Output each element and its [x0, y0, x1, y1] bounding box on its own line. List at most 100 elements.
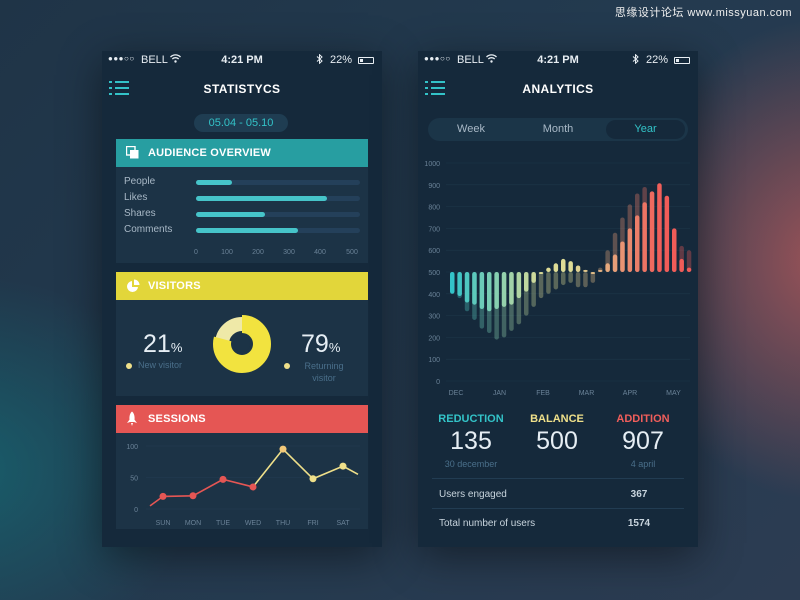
clock: 4:21 PM — [537, 54, 579, 66]
shadow-bar — [553, 272, 559, 290]
period-segmented-control: Week Month Year — [428, 118, 688, 141]
bar-label-comments: Comments — [124, 224, 173, 235]
data-bar — [524, 272, 529, 292]
sessions-line-red — [149, 478, 254, 507]
data-bar — [672, 228, 677, 272]
data-bar — [561, 258, 566, 272]
battery-icon — [358, 57, 374, 64]
row-value: 1574 — [627, 518, 651, 529]
x-tick-label: FRI — [307, 520, 318, 527]
date-range-selector[interactable]: 05.04 - 05.10 — [194, 114, 288, 132]
y-tick-label: 600 — [428, 248, 440, 255]
tab-week[interactable]: Week — [457, 123, 485, 135]
x-tick-label: FEB — [536, 390, 550, 397]
data-bar — [635, 215, 640, 272]
sessions-point — [279, 445, 287, 453]
stat-label: REDUCTION — [438, 413, 504, 425]
carrier-label: BELL — [457, 54, 484, 66]
y-tick-label: 0 — [134, 507, 138, 514]
bar-track-likes — [196, 196, 360, 201]
new-visitor-percent: 21% — [143, 330, 183, 358]
menu-icon[interactable] — [425, 81, 445, 95]
returning-visitor-percent: 79% — [301, 330, 341, 358]
watermark: 思缘设计论坛 www.missyuan.com — [614, 7, 792, 19]
battery-icon — [674, 57, 690, 64]
y-tick-label: 0 — [436, 379, 440, 386]
bar-track-people — [196, 180, 360, 185]
battery-percent: 22% — [646, 54, 669, 66]
data-bar — [531, 272, 536, 283]
status-bar: ●●●○○ BELL 4:21 PM 22% — [418, 51, 698, 69]
axis-tick: 100 — [221, 249, 233, 256]
data-bar — [568, 261, 573, 272]
y-tick-label: 50 — [130, 476, 138, 483]
x-tick-label: SAT — [336, 520, 350, 527]
data-bar — [479, 272, 485, 310]
data-bar — [605, 263, 610, 272]
sessions-card: 100 50 0 SUN MON TUE WED THU FRI SAT — [116, 433, 368, 529]
wifi-icon — [486, 54, 497, 66]
x-tick-label: MAR — [579, 390, 595, 397]
data-bar — [590, 272, 596, 274]
data-bar — [679, 258, 684, 272]
shadow-bar — [546, 272, 551, 294]
x-tick-label: APR — [623, 390, 637, 397]
analytics-screen: ●●●○○ BELL 4:21 PM 22% ANALYTICS Week Mo… — [418, 51, 698, 547]
bar-fill-likes — [196, 196, 328, 201]
stat-value: 500 — [536, 427, 578, 455]
bluetooth-icon — [316, 53, 323, 67]
data-bar — [487, 272, 492, 312]
shadow-bar — [575, 272, 581, 288]
y-tick-label: 400 — [428, 292, 440, 299]
audience-header: AUDIENCE OVERVIEW — [116, 139, 368, 167]
menu-icon[interactable] — [109, 81, 129, 95]
data-bar — [657, 183, 662, 272]
stat-sub: 4 april — [630, 459, 656, 469]
bar-fill-people — [196, 180, 233, 185]
sessions-title: SESSIONS — [148, 413, 206, 425]
axis-tick: 400 — [314, 249, 326, 256]
tab-year[interactable]: Year — [606, 120, 685, 139]
tab-month[interactable]: Month — [542, 123, 574, 135]
x-tick-label: SUN — [156, 520, 171, 527]
clock: 4:21 PM — [221, 54, 263, 66]
stat-label: ADDITION — [616, 413, 670, 425]
bar-label-people: People — [124, 176, 156, 187]
wifi-icon — [170, 54, 181, 66]
sessions-point — [219, 475, 227, 483]
data-bar — [538, 272, 544, 274]
shadow-bar — [590, 272, 596, 283]
data-bar — [612, 254, 618, 272]
audience-card: People Likes Shares Comments 0 100 200 3… — [116, 167, 368, 263]
data-bar — [457, 272, 462, 296]
stat-label: BALANCE — [530, 413, 584, 425]
data-bar — [494, 272, 499, 310]
bar-label-shares: Shares — [124, 208, 156, 219]
row-label: Total number of users — [439, 518, 536, 529]
sessions-point — [309, 475, 317, 483]
data-bar — [627, 228, 633, 272]
y-tick-label: 800 — [428, 205, 440, 212]
page-title: ANALYTICS — [522, 82, 594, 96]
x-tick-label: THU — [276, 520, 290, 527]
pie-chart-icon — [127, 279, 140, 292]
bar-track-shares — [196, 212, 360, 217]
data-bar — [509, 272, 514, 305]
data-bar — [575, 265, 581, 272]
new-visitor-dot — [126, 363, 132, 369]
battery-percent: 22% — [330, 54, 353, 66]
bar-fill-shares — [196, 212, 265, 217]
sessions-point — [249, 483, 257, 491]
data-bar — [450, 272, 455, 294]
bluetooth-icon — [632, 53, 639, 67]
carrier-label: BELL — [141, 54, 168, 66]
data-bar — [553, 263, 559, 272]
x-tick-label: TUE — [216, 520, 230, 527]
audience-title: AUDIENCE OVERVIEW — [148, 147, 271, 159]
row-value: 367 — [630, 489, 648, 500]
data-bar — [472, 272, 477, 305]
visitors-header: VISITORS — [116, 272, 368, 300]
visitors-title: VISITORS — [148, 280, 201, 292]
y-tick-label: 100 — [126, 444, 138, 451]
statistics-screen: ●●●○○ BELL 4:21 PM 22% STATISTYCS 05.04 … — [102, 51, 382, 547]
